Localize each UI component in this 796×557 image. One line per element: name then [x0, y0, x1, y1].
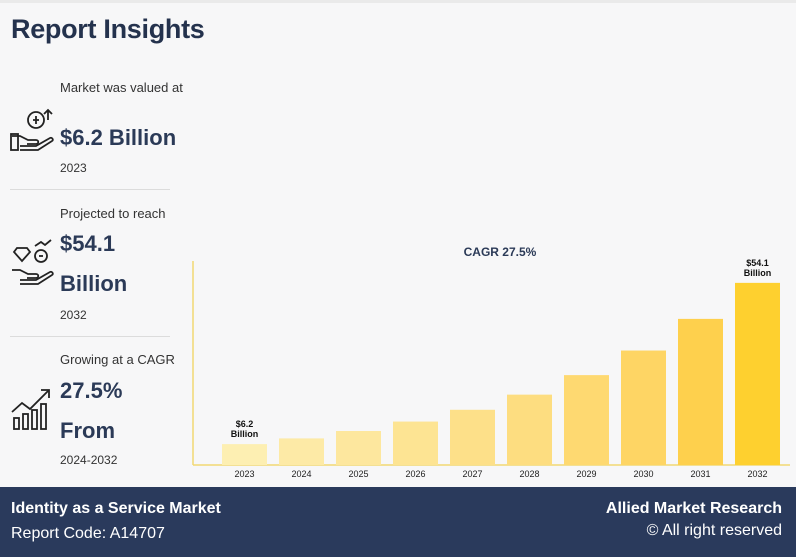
footer-rights: © All right reserved	[646, 522, 782, 539]
stat-projected-unit: Billion	[60, 271, 128, 296]
stat-valued-year: 2023	[60, 161, 87, 175]
tick-label-2027: 2027	[462, 469, 482, 479]
growth-chart-icon	[11, 389, 50, 430]
diamond-coin-hand-icon	[12, 239, 54, 285]
tick-label-2026: 2026	[405, 469, 425, 479]
chart-title: CAGR 27.5%	[464, 245, 537, 259]
bar-2027	[450, 409, 495, 465]
stat-cagr-from: From	[60, 418, 115, 443]
tick-label-2024: 2024	[291, 469, 311, 479]
footer-brand: Allied Market Research	[605, 500, 782, 517]
bar-2023	[222, 444, 267, 465]
data-label-2032: $54.1 Billion	[744, 258, 772, 278]
tick-label-2023: 2023	[234, 469, 254, 479]
bar-2025	[336, 430, 381, 465]
stat-divider	[10, 336, 170, 337]
footer-market-name: Identity as a Service Market	[11, 500, 221, 517]
data-label-2023: $6.2 Billion	[231, 419, 259, 439]
bar-2032	[735, 282, 780, 465]
stat-projected-year: 2032	[60, 308, 87, 322]
market-bar-chart: CAGR 27.5% 2023 2024 2025 2026 2027 2028 2029 20…	[192, 245, 790, 479]
stat-projected-value: $54.1	[60, 231, 116, 256]
stat-valued-value: $6.2 Billion	[60, 125, 177, 150]
bar-2031	[678, 318, 723, 465]
stat-divider	[10, 189, 170, 190]
bar-2030	[621, 350, 666, 465]
tick-label-2030: 2030	[633, 469, 653, 479]
money-hand-icon	[10, 108, 54, 151]
stat-cagr-period: 2024-2032	[60, 453, 118, 467]
footer-report-code: Report Code: A14707	[11, 525, 165, 542]
tick-label-2029: 2029	[576, 469, 596, 479]
tick-label-2025: 2025	[348, 469, 368, 479]
bar-2026	[393, 421, 438, 465]
footer-bar: Identity as a Service Market Report Code…	[0, 487, 796, 557]
bar-2029	[564, 375, 609, 465]
top-border	[0, 0, 796, 3]
stat-cagr-value: 27.5%	[60, 378, 123, 403]
tick-label-2031: 2031	[690, 469, 710, 479]
bar-2028	[507, 394, 552, 465]
stat-projected-label: Projected to reach	[60, 206, 166, 221]
tick-label-2028: 2028	[519, 469, 539, 479]
tick-label-2032: 2032	[747, 469, 767, 479]
page-title: Report Insights	[11, 14, 205, 44]
bar-2024	[279, 438, 324, 465]
stat-cagr-label: Growing at a CAGR	[60, 352, 175, 367]
stat-valued-label: Market was valued at	[60, 80, 183, 95]
